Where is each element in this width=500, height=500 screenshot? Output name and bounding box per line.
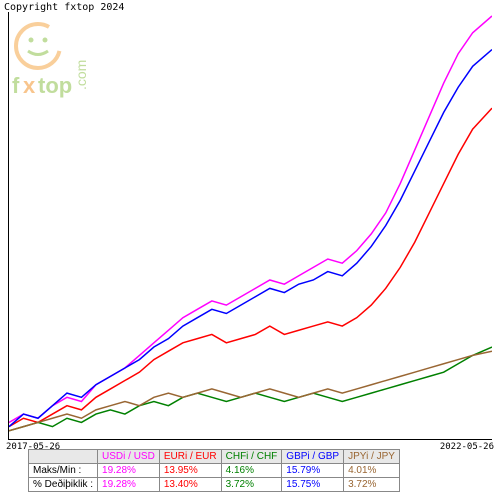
row-label <box>29 450 98 464</box>
line-chart <box>8 12 492 440</box>
legend-cell: CHFi / CHF <box>221 450 282 464</box>
legend-cell: 4.16% <box>221 464 282 478</box>
legend-cell: GBPi / GBP <box>282 450 344 464</box>
row-label: Maks/Min : <box>29 464 98 478</box>
legend-cell: JPYi / JPY <box>344 450 400 464</box>
legend-cell: 3.72% <box>221 478 282 492</box>
legend-cell: EURi / EUR <box>159 450 221 464</box>
legend-table: USDi / USDEURi / EURCHFi / CHFGBPi / GBP… <box>28 449 400 492</box>
legend-cell: 19.28% <box>98 464 160 478</box>
legend-cell: 15.79% <box>282 464 344 478</box>
row-label: % Deðiþiklik : <box>29 478 98 492</box>
legend-cell: 3.72% <box>344 478 400 492</box>
legend-cell: 4.01% <box>344 464 400 478</box>
legend-cell: 19.28% <box>98 478 160 492</box>
legend-cell: 13.40% <box>159 478 221 492</box>
series-line <box>9 351 492 431</box>
series-line <box>9 16 492 422</box>
legend-cell: 13.95% <box>159 464 221 478</box>
legend-cell: 15.75% <box>282 478 344 492</box>
x-axis-end: 2022-05-26 <box>440 442 494 452</box>
legend-cell: USDi / USD <box>98 450 160 464</box>
